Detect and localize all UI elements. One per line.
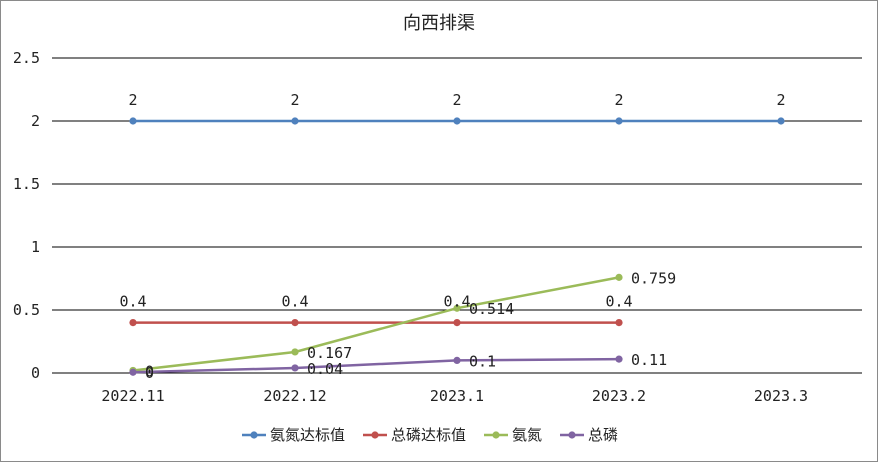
data-label: 0.04 [307, 360, 343, 378]
data-point [129, 368, 137, 376]
series-lines [129, 117, 785, 376]
data-point [453, 304, 461, 312]
data-point [615, 117, 623, 125]
x-tick-label: 2022.11 [101, 387, 164, 405]
y-tick-label: 1.5 [13, 175, 40, 193]
data-label: 0.11 [631, 351, 667, 369]
legend-marker [371, 431, 379, 439]
data-point [453, 319, 461, 327]
data-label: 0.4 [443, 293, 470, 311]
legend-entry: 总磷 [588, 426, 618, 444]
legend-marker [250, 431, 258, 439]
data-point [615, 319, 623, 327]
legend-marker [492, 431, 500, 439]
data-label: 2 [452, 91, 461, 109]
x-tick-label: 2022.12 [263, 387, 326, 405]
data-point [291, 319, 299, 327]
y-tick-label: 2.5 [13, 49, 40, 67]
data-point [615, 355, 623, 363]
data-label: 0 [145, 364, 154, 382]
y-tick-label: 1 [31, 238, 40, 256]
data-label: 0.4 [281, 293, 308, 311]
data-point [615, 273, 623, 281]
y-tick-label: 0 [31, 364, 40, 382]
data-label: 2 [614, 91, 623, 109]
x-axis-ticks: 2022.11 2022.12 2023.1 2023.2 2023.3 [101, 387, 808, 405]
legend: 氨氮达标值 总磷达标值 氨氮 总磷 [242, 426, 618, 444]
data-point [129, 319, 137, 327]
legend-marker [568, 431, 576, 439]
series-line [132, 276, 620, 372]
y-tick-label: 2 [31, 112, 40, 130]
chart-title: 向西排渠 [403, 13, 475, 34]
data-point [777, 117, 785, 125]
data-label: 0 [145, 362, 154, 380]
data-label: 0.167 [307, 344, 352, 362]
data-point [129, 117, 137, 125]
legend-entry: 氨氮 [512, 426, 542, 444]
data-point [453, 117, 461, 125]
data-label: 2 [776, 91, 785, 109]
data-label: 0.4 [605, 293, 632, 311]
data-label: 0.759 [631, 269, 676, 287]
y-axis-ticks: 0 0.5 1 1.5 2 2.5 [13, 49, 40, 382]
data-label: 0.514 [469, 300, 514, 318]
data-point [291, 364, 299, 372]
series-line [132, 357, 620, 374]
data-label: 0.1 [469, 352, 496, 370]
legend-entry: 总磷达标值 [391, 426, 466, 444]
data-label: 2 [290, 91, 299, 109]
data-point [453, 356, 461, 364]
y-tick-label: 0.5 [13, 301, 40, 319]
data-point [291, 348, 299, 356]
x-tick-label: 2023.1 [430, 387, 484, 405]
data-label: 0.4 [119, 293, 146, 311]
x-tick-label: 2023.2 [592, 387, 646, 405]
data-label: 2 [128, 91, 137, 109]
legend-entry: 氨氮达标值 [270, 426, 345, 444]
x-tick-label: 2023.3 [754, 387, 808, 405]
data-point [291, 117, 299, 125]
